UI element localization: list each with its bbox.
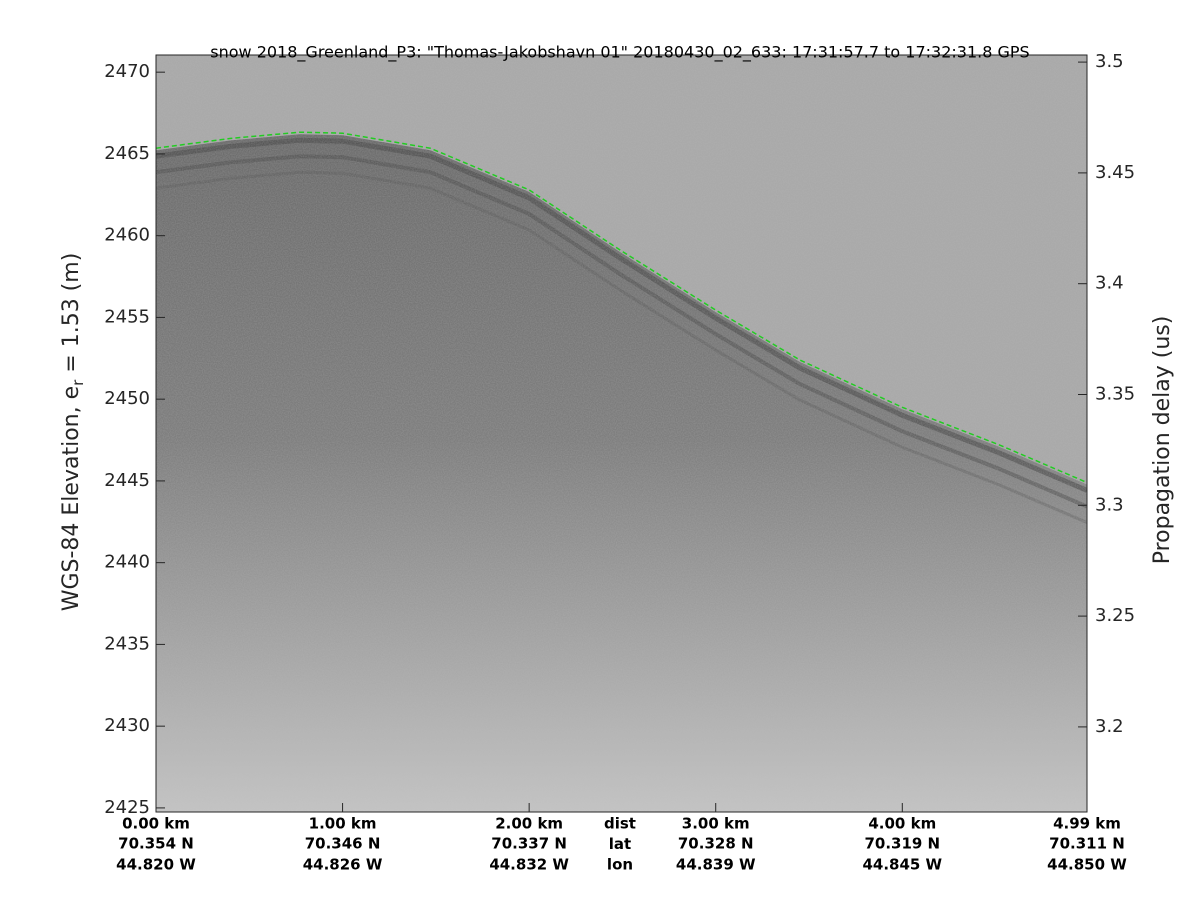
x-tick-lon: 44.820 W — [116, 856, 196, 874]
x-tick-lon: 44.845 W — [862, 856, 942, 874]
x-tick-label: 1.00 km — [309, 815, 377, 833]
x-tick-label: 4.00 km — [868, 815, 936, 833]
y-tick-label: 2460 — [104, 225, 150, 246]
chart-title: snow 2018_Greenland_P3: "Thomas-Jakobsha… — [210, 43, 1029, 63]
row-label: lat — [609, 835, 631, 853]
x-tick-lon: 44.839 W — [676, 856, 756, 874]
x-tick-lat: 70.337 N — [491, 835, 567, 853]
y2-axis-label: Propagation delay (us) — [1150, 316, 1175, 565]
y2-tick-label: 3.25 — [1095, 605, 1135, 626]
x-tick-lat: 70.328 N — [678, 835, 754, 853]
y2-tick-label: 3.3 — [1095, 494, 1124, 515]
x-tick-lat: 70.319 N — [864, 835, 940, 853]
x-tick-label: 0.00 km — [122, 815, 190, 833]
x-tick-lat: 70.311 N — [1049, 835, 1125, 853]
y-axis-label: WGS-84 Elevation, er = 1.53 (m) — [59, 253, 87, 612]
y-tick-label: 2465 — [104, 143, 150, 164]
y-label-subscript: r — [69, 379, 87, 386]
y-tick-label: 2435 — [104, 633, 150, 654]
row-label: dist — [604, 815, 636, 833]
y-tick-label: 2440 — [104, 552, 150, 573]
y2-tick-label: 3.45 — [1095, 162, 1135, 183]
x-tick-lon: 44.826 W — [303, 856, 383, 874]
y-tick-label: 2445 — [104, 470, 150, 491]
y-tick-label: 2455 — [104, 306, 150, 327]
y-label-part: = 1.53 (m) — [59, 253, 84, 380]
x-tick-lat: 70.354 N — [118, 835, 194, 853]
y2-tick-label: 3.35 — [1095, 383, 1135, 404]
echogram-noise — [156, 55, 1087, 812]
y-tick-label: 2430 — [104, 715, 150, 736]
x-tick-lon: 44.850 W — [1047, 856, 1127, 874]
x-tick-label: 3.00 km — [682, 815, 750, 833]
y2-tick-label: 3.4 — [1095, 273, 1124, 294]
x-tick-label: 4.99 km — [1053, 815, 1121, 833]
x-tick-lat: 70.346 N — [305, 835, 381, 853]
y-label-part: WGS-84 Elevation, e — [59, 386, 84, 611]
y-tick-label: 2470 — [104, 61, 150, 82]
y2-tick-label: 3.5 — [1095, 51, 1124, 72]
x-tick-label: 2.00 km — [495, 815, 563, 833]
row-label: lon — [607, 856, 633, 874]
plot-frame — [155, 54, 1088, 813]
y-tick-label: 2450 — [104, 388, 150, 409]
y2-tick-label: 3.2 — [1095, 716, 1124, 737]
surface-line — [156, 131, 1087, 484]
y-tick-label: 2425 — [104, 797, 150, 818]
x-tick-lon: 44.832 W — [489, 856, 569, 874]
